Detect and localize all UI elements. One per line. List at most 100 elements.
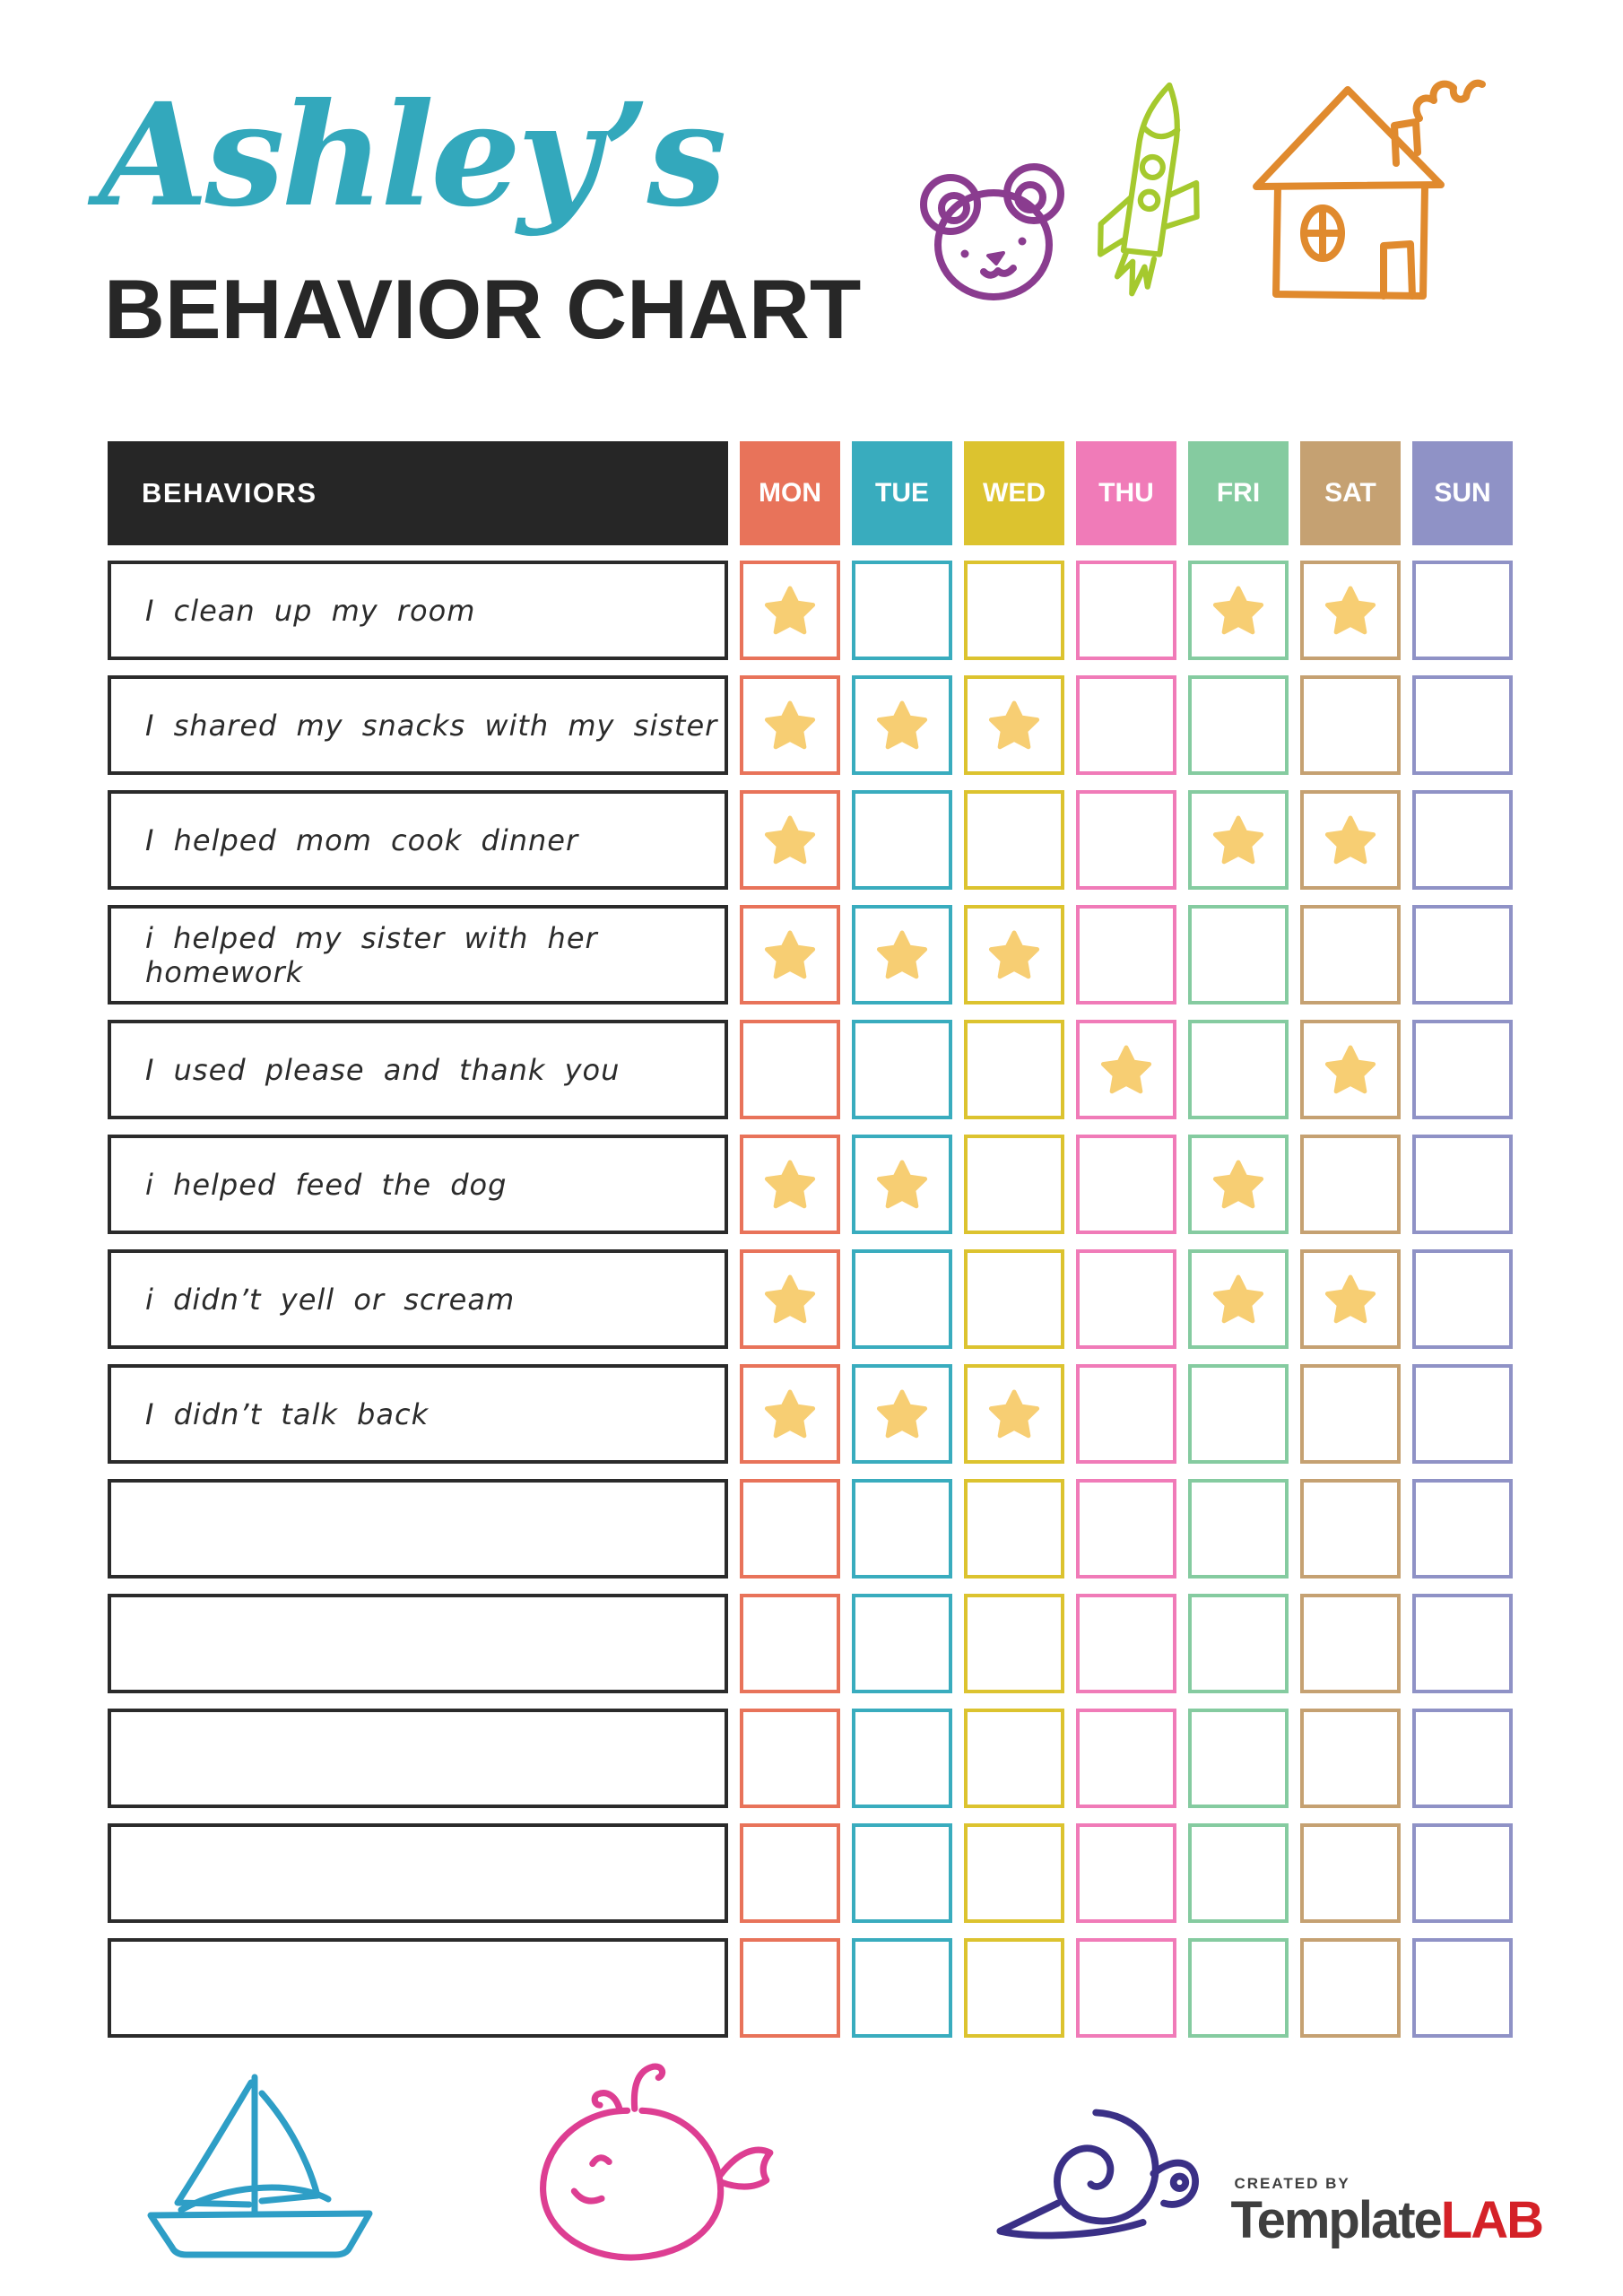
cell-r1-tue — [852, 561, 952, 660]
cell-r10-fri — [1188, 1594, 1289, 1693]
star-icon — [988, 929, 1040, 978]
behavior-label-1: I clean up my room — [108, 561, 728, 660]
day-header-sun: SUN — [1412, 441, 1513, 545]
behavior-row-11 — [108, 1709, 1513, 1808]
star-icon — [764, 1274, 816, 1323]
cell-r3-mon — [740, 790, 840, 890]
cell-r12-tue — [852, 1823, 952, 1923]
cell-r6-sat — [1300, 1135, 1401, 1234]
cell-r13-mon — [740, 1938, 840, 2038]
cell-r4-thu — [1076, 905, 1176, 1004]
cell-r5-thu — [1076, 1020, 1176, 1119]
star-icon — [1324, 1044, 1376, 1093]
cell-r3-tue — [852, 790, 952, 890]
cell-r8-fri — [1188, 1364, 1289, 1464]
behavior-row-13 — [108, 1938, 1513, 2038]
behaviors-header: BEHAVIORS — [108, 441, 728, 545]
star-icon — [764, 1388, 816, 1438]
cell-r11-tue — [852, 1709, 952, 1808]
cell-r10-mon — [740, 1594, 840, 1693]
child-name: Ashley’s — [99, 73, 727, 239]
cell-r5-fri — [1188, 1020, 1289, 1119]
cell-r13-fri — [1188, 1938, 1289, 2038]
cell-r13-wed — [964, 1938, 1064, 2038]
behavior-label-6: i helped feed the dog — [108, 1135, 728, 1234]
table-body: I clean up my room I shared my snacks wit… — [108, 561, 1513, 2038]
cell-r2-sun — [1412, 675, 1513, 775]
cell-r8-thu — [1076, 1364, 1176, 1464]
cell-r12-thu — [1076, 1823, 1176, 1923]
cell-r7-sun — [1412, 1249, 1513, 1349]
cell-r11-fri — [1188, 1709, 1289, 1808]
star-icon — [1324, 585, 1376, 634]
behavior-label-13 — [108, 1938, 728, 2038]
star-icon — [764, 1159, 816, 1208]
cell-r7-tue — [852, 1249, 952, 1349]
cell-r9-mon — [740, 1479, 840, 1578]
cell-r5-tue — [852, 1020, 952, 1119]
behavior-row-6: i helped feed the dog — [108, 1135, 1513, 1234]
brand-template: Template — [1230, 2191, 1442, 2249]
rocket-icon — [1098, 82, 1200, 297]
behavior-row-7: i didn’t yell or scream — [108, 1249, 1513, 1349]
cell-r9-sun — [1412, 1479, 1513, 1578]
cell-r7-fri — [1188, 1249, 1289, 1349]
cell-r5-sat — [1300, 1020, 1401, 1119]
cell-r11-sun — [1412, 1709, 1513, 1808]
behavior-label-5: I used please and thank you — [108, 1020, 728, 1119]
cell-r10-tue — [852, 1594, 952, 1693]
cell-r12-mon — [740, 1823, 840, 1923]
behavior-row-12 — [108, 1823, 1513, 1923]
behavior-label-10 — [108, 1594, 728, 1693]
brand-logo: CREATED BY TemplateLAB — [1230, 2175, 1544, 2249]
table-header-row: BEHAVIORS MON TUE WED THU FRI SAT SUN — [108, 441, 1513, 545]
cell-r8-tue — [852, 1364, 952, 1464]
cell-r13-sat — [1300, 1938, 1401, 2038]
cell-r6-sun — [1412, 1135, 1513, 1234]
behavior-table: BEHAVIORS MON TUE WED THU FRI SAT SUN I clean … — [108, 441, 1513, 2038]
brand-lab: LAB — [1440, 2191, 1544, 2249]
cell-r8-wed — [964, 1364, 1064, 1464]
cell-r2-thu — [1076, 675, 1176, 775]
snail-icon — [996, 2109, 1199, 2239]
cell-r7-mon — [740, 1249, 840, 1349]
cell-r6-mon — [740, 1135, 840, 1234]
cell-r12-sat — [1300, 1823, 1401, 1923]
cell-r4-tue — [852, 905, 952, 1004]
cell-r2-sat — [1300, 675, 1401, 775]
cell-r4-fri — [1188, 905, 1289, 1004]
star-icon — [1212, 814, 1264, 864]
star-icon — [764, 814, 816, 864]
behavior-row-4: i helped my sister with her homework — [108, 905, 1513, 1004]
cell-r5-sun — [1412, 1020, 1513, 1119]
behavior-row-8: I didn’t talk back — [108, 1364, 1513, 1464]
cell-r2-fri — [1188, 675, 1289, 775]
cell-r6-thu — [1076, 1135, 1176, 1234]
cell-r6-tue — [852, 1135, 952, 1234]
day-header-wed: WED — [964, 441, 1064, 545]
sailboat-icon — [147, 2074, 373, 2258]
page-title: BEHAVIOR CHART — [104, 262, 862, 356]
cell-r10-sun — [1412, 1594, 1513, 1693]
star-icon — [1212, 1159, 1264, 1208]
behavior-row-9 — [108, 1479, 1513, 1578]
star-icon — [764, 700, 816, 749]
cell-r3-wed — [964, 790, 1064, 890]
cell-r9-fri — [1188, 1479, 1289, 1578]
cell-r2-tue — [852, 675, 952, 775]
cell-r11-wed — [964, 1709, 1064, 1808]
cell-r13-tue — [852, 1938, 952, 2038]
behavior-label-9 — [108, 1479, 728, 1578]
cell-r13-sun — [1412, 1938, 1513, 2038]
cell-r8-sun — [1412, 1364, 1513, 1464]
day-header-thu: THU — [1076, 441, 1176, 545]
star-icon — [764, 585, 816, 634]
cell-r4-sun — [1412, 905, 1513, 1004]
cell-r9-sat — [1300, 1479, 1401, 1578]
cell-r4-sat — [1300, 905, 1401, 1004]
house-icon — [1253, 79, 1486, 300]
cell-r1-mon — [740, 561, 840, 660]
cell-r9-wed — [964, 1479, 1064, 1578]
cell-r2-mon — [740, 675, 840, 775]
cell-r5-mon — [740, 1020, 840, 1119]
